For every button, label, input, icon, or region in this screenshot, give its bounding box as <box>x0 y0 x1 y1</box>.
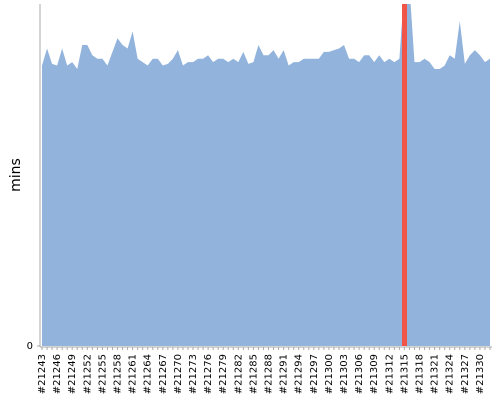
x-tick-label: #21315 <box>399 354 410 394</box>
x-tick-label: #21264 <box>143 354 154 394</box>
y-tick-label: 0 <box>27 341 33 352</box>
x-tick-label: #21288 <box>264 354 275 394</box>
x-tick-label: #21267 <box>158 354 169 394</box>
x-tick-label: #21276 <box>203 354 214 394</box>
x-tick-label: #21294 <box>294 354 305 394</box>
highlight-marker <box>402 4 407 346</box>
x-tick-label: #21252 <box>82 354 93 394</box>
x-tick-label: #21258 <box>113 354 124 394</box>
x-tick-label: #21261 <box>128 354 139 394</box>
x-tick-label: #21300 <box>324 354 335 394</box>
x-tick-label: #21306 <box>354 354 365 394</box>
x-tick-label: #21273 <box>188 354 199 394</box>
x-tick-label: #21330 <box>475 354 486 394</box>
x-tick-label: #21243 <box>37 354 48 394</box>
x-tick-label: #21255 <box>97 354 108 394</box>
x-tick-label: #21270 <box>173 354 184 394</box>
x-tick-label: #21303 <box>339 354 350 394</box>
area <box>42 4 490 346</box>
x-tick-label: #21285 <box>248 354 259 394</box>
y-axis-label: mins <box>8 158 24 192</box>
x-tick-label: #21246 <box>52 354 63 394</box>
x-tick-label: #21249 <box>67 354 78 394</box>
x-tick-label: #21291 <box>279 354 290 394</box>
x-tick-label: #21324 <box>445 354 456 394</box>
plot-area <box>42 4 490 346</box>
x-tick-label: #21309 <box>369 354 380 394</box>
x-tick-label: #21321 <box>430 354 441 394</box>
x-tick-label: #21327 <box>460 354 471 394</box>
x-tick-label: #21312 <box>384 354 395 394</box>
x-tick-label: #21318 <box>415 354 426 394</box>
x-tick-label: #21297 <box>309 354 320 394</box>
x-tick-label: #21279 <box>218 354 229 394</box>
x-tick-label: #21282 <box>233 354 244 394</box>
